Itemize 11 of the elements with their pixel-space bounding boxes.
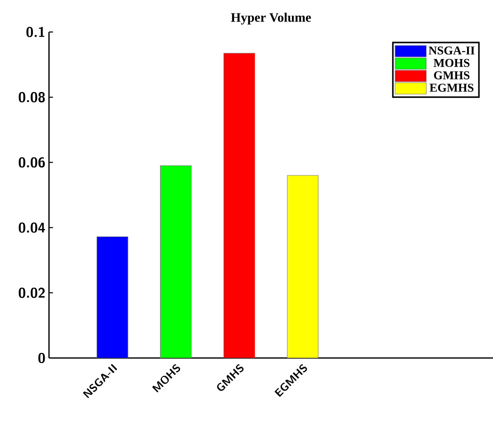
y-tick-label: 0.1 — [26, 26, 44, 38]
legend-label: EGMHS — [430, 84, 474, 92]
legend-label: NSGA-II — [428, 46, 475, 55]
legend-label: GMHS — [434, 71, 470, 80]
y-tick-label: 0.04 — [18, 222, 46, 233]
y-tick-label: 0 — [38, 352, 45, 364]
y-tick-label: 0.08 — [18, 92, 45, 102]
y-tick-label: 0.02 — [18, 288, 45, 298]
chart-title: Hyper Volume — [230, 12, 311, 24]
legend-label: MOHS — [434, 58, 470, 67]
y-tick-label: 0.06 — [18, 157, 45, 168]
